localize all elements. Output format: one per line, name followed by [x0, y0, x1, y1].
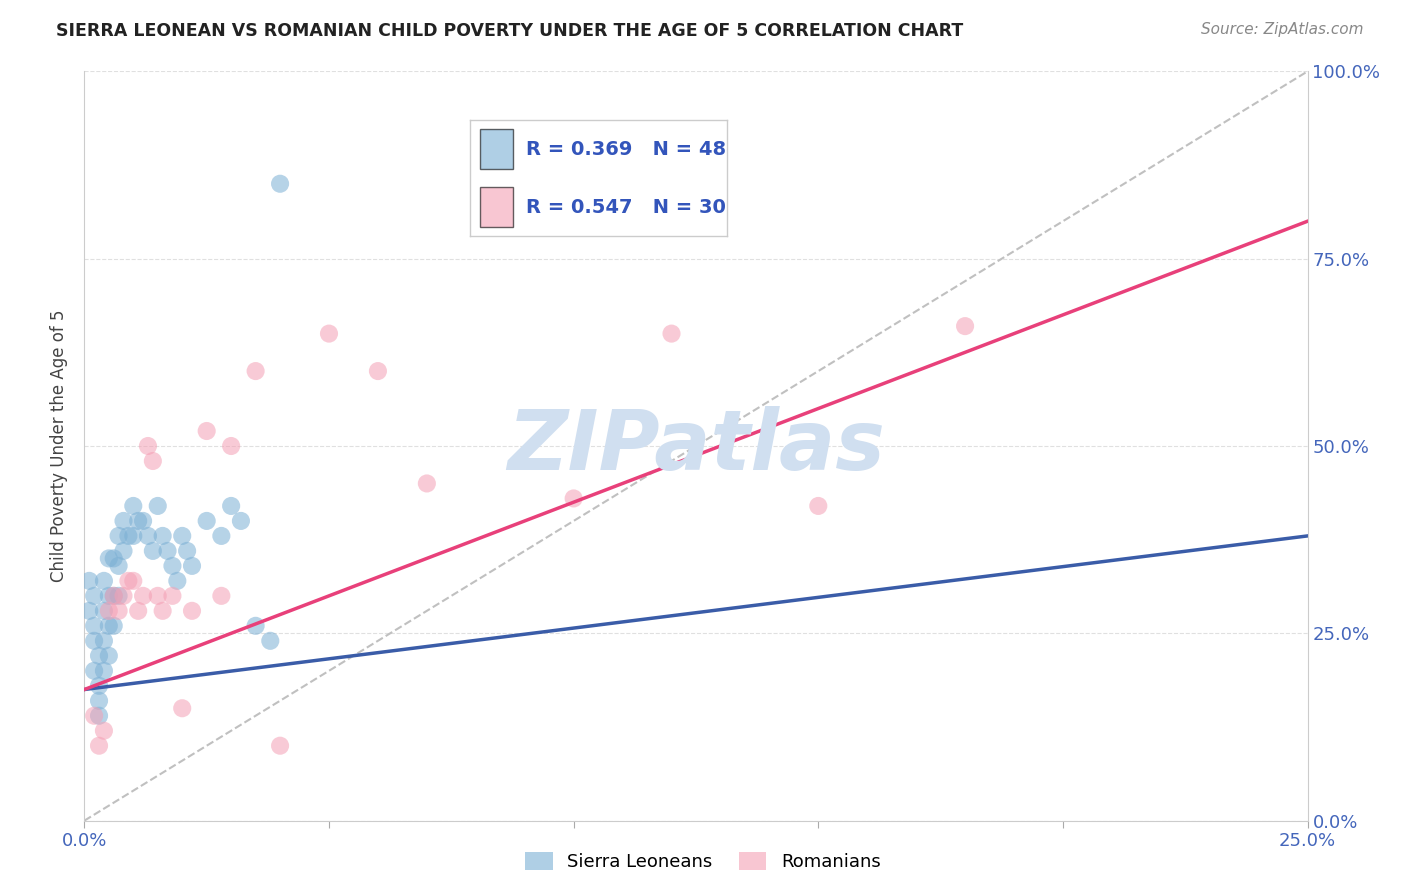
Point	[172, 529, 194, 543]
Point	[93, 664, 115, 678]
Point	[97, 619, 120, 633]
Point	[97, 551, 120, 566]
Point	[77, 574, 100, 588]
Point	[367, 364, 389, 378]
Point	[152, 604, 174, 618]
Point	[117, 574, 139, 588]
Point	[83, 708, 105, 723]
Point	[122, 529, 145, 543]
Point	[807, 499, 830, 513]
Point	[97, 648, 120, 663]
Point	[103, 551, 125, 566]
Point	[112, 589, 135, 603]
Point	[83, 619, 105, 633]
Point	[107, 604, 129, 618]
Point	[142, 454, 165, 468]
Point	[103, 619, 125, 633]
Point	[269, 177, 291, 191]
Point	[219, 499, 242, 513]
Point	[245, 619, 267, 633]
Point	[172, 701, 194, 715]
Point	[259, 633, 281, 648]
Point	[93, 723, 115, 738]
Point	[146, 589, 169, 603]
Legend: Sierra Leoneans, Romanians: Sierra Leoneans, Romanians	[519, 845, 887, 879]
Point	[93, 633, 115, 648]
Point	[112, 544, 135, 558]
Point	[132, 514, 155, 528]
Y-axis label: Child Poverty Under the Age of 5: Child Poverty Under the Age of 5	[51, 310, 69, 582]
Point	[146, 499, 169, 513]
Point	[195, 514, 218, 528]
Point	[181, 604, 204, 618]
Point	[87, 648, 110, 663]
Point	[127, 514, 149, 528]
Point	[562, 491, 585, 506]
Point	[127, 604, 149, 618]
Point	[103, 589, 125, 603]
Point	[77, 604, 100, 618]
Point	[416, 476, 439, 491]
Point	[269, 739, 291, 753]
Point	[176, 544, 198, 558]
Text: SIERRA LEONEAN VS ROMANIAN CHILD POVERTY UNDER THE AGE OF 5 CORRELATION CHART: SIERRA LEONEAN VS ROMANIAN CHILD POVERTY…	[56, 22, 963, 40]
Point	[107, 589, 129, 603]
Point	[87, 708, 110, 723]
Point	[162, 589, 184, 603]
Point	[156, 544, 179, 558]
Point	[122, 574, 145, 588]
Point	[209, 589, 232, 603]
Point	[112, 514, 135, 528]
Point	[103, 589, 125, 603]
Point	[136, 529, 159, 543]
Point	[107, 529, 129, 543]
Point	[83, 664, 105, 678]
Point	[93, 574, 115, 588]
Text: ZIPatlas: ZIPatlas	[508, 406, 884, 486]
Point	[152, 529, 174, 543]
Point	[209, 529, 232, 543]
Point	[122, 499, 145, 513]
Point	[97, 604, 120, 618]
Point	[97, 589, 120, 603]
Point	[229, 514, 252, 528]
Point	[953, 319, 976, 334]
Point	[117, 529, 139, 543]
Point	[87, 694, 110, 708]
Point	[93, 604, 115, 618]
Point	[661, 326, 683, 341]
Point	[219, 439, 242, 453]
Point	[166, 574, 188, 588]
Point	[318, 326, 340, 341]
Text: Source: ZipAtlas.com: Source: ZipAtlas.com	[1201, 22, 1364, 37]
Point	[87, 679, 110, 693]
Point	[87, 739, 110, 753]
Point	[83, 633, 105, 648]
Point	[83, 589, 105, 603]
Point	[195, 424, 218, 438]
Point	[181, 558, 204, 573]
Point	[136, 439, 159, 453]
Point	[132, 589, 155, 603]
Point	[107, 558, 129, 573]
Point	[245, 364, 267, 378]
Point	[142, 544, 165, 558]
Point	[162, 558, 184, 573]
